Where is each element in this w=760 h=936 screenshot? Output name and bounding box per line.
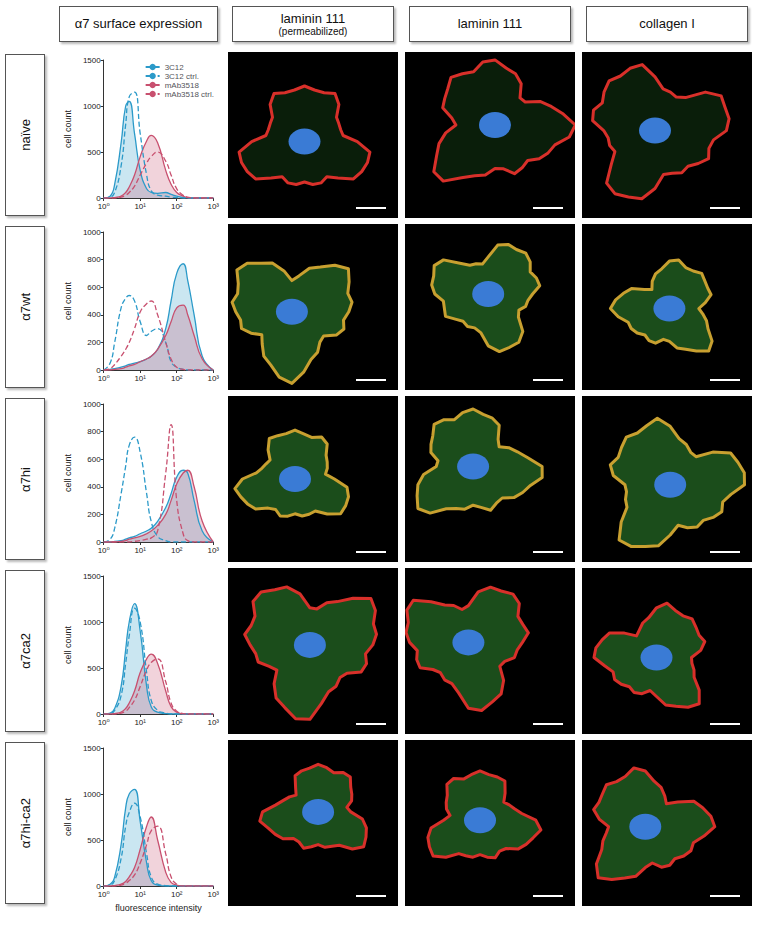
svg-text:1000: 1000 xyxy=(83,228,101,237)
svg-text:10¹: 10¹ xyxy=(134,890,146,899)
svg-text:200: 200 xyxy=(87,510,101,519)
html-text:(permeabilized): (permeabilized) xyxy=(278,25,348,37)
svg-text:400: 400 xyxy=(87,482,101,491)
svg-text:10¹: 10¹ xyxy=(134,202,146,211)
html-text:α7ca2: α7ca2 xyxy=(17,633,33,669)
svg-text:10⁰: 10⁰ xyxy=(98,546,110,555)
svg-text:mAb3518 ctrl.: mAb3518 ctrl. xyxy=(165,90,214,99)
svg-text:3C12 ctrl.: 3C12 ctrl. xyxy=(165,72,199,81)
svg-text:600: 600 xyxy=(87,455,101,464)
svg-text:1500: 1500 xyxy=(83,744,101,753)
svg-text:10¹: 10¹ xyxy=(134,546,146,555)
svg-text:1000: 1000 xyxy=(83,790,101,799)
svg-text:cell count: cell count xyxy=(63,109,73,148)
svg-text:600: 600 xyxy=(87,283,101,292)
svg-text:cell count: cell count xyxy=(63,797,73,836)
svg-text:cell count: cell count xyxy=(63,453,73,492)
svg-text:10⁰: 10⁰ xyxy=(98,718,110,727)
svg-text:0: 0 xyxy=(96,537,101,547)
svg-text:200: 200 xyxy=(87,338,101,347)
svg-text:10¹: 10¹ xyxy=(134,718,146,727)
svg-text:10²: 10² xyxy=(171,374,183,383)
html-text:naïve: naïve xyxy=(17,119,33,151)
svg-text:10⁰: 10⁰ xyxy=(98,374,110,383)
svg-text:800: 800 xyxy=(87,255,101,264)
svg-text:10⁰: 10⁰ xyxy=(98,890,110,899)
svg-text:10²: 10² xyxy=(171,546,183,555)
svg-text:800: 800 xyxy=(87,427,101,436)
html-text:collagen I: collagen I xyxy=(639,16,695,31)
svg-text:10³: 10³ xyxy=(207,374,219,383)
svg-text:cell count: cell count xyxy=(63,281,73,320)
svg-text:cell count: cell count xyxy=(63,625,73,664)
html-text:α7hi: α7hi xyxy=(17,466,33,492)
svg-text:0: 0 xyxy=(96,881,101,891)
svg-text:1500: 1500 xyxy=(83,572,101,581)
svg-text:10⁰: 10⁰ xyxy=(98,202,110,211)
svg-text:1500: 1500 xyxy=(83,56,101,65)
svg-text:10¹: 10¹ xyxy=(134,374,146,383)
svg-text:500: 500 xyxy=(87,148,101,157)
svg-text:10³: 10³ xyxy=(207,718,219,727)
svg-text:1000: 1000 xyxy=(83,618,101,627)
svg-text:10²: 10² xyxy=(171,718,183,727)
svg-text:1000: 1000 xyxy=(83,102,101,111)
svg-text:fluorescence intensity: fluorescence intensity xyxy=(115,903,202,913)
svg-text:500: 500 xyxy=(87,664,101,673)
svg-text:0: 0 xyxy=(96,709,101,719)
svg-text:mAb3518: mAb3518 xyxy=(165,81,200,90)
svg-text:500: 500 xyxy=(87,836,101,845)
svg-text:10²: 10² xyxy=(171,890,183,899)
html-text:laminin 111: laminin 111 xyxy=(457,16,523,31)
html-text:α7 surface expression: α7 surface expression xyxy=(74,16,203,31)
svg-text:1000: 1000 xyxy=(83,400,101,409)
svg-text:10³: 10³ xyxy=(207,202,219,211)
html-text:α7hi-ca2: α7hi-ca2 xyxy=(17,797,33,849)
svg-text:10³: 10³ xyxy=(207,546,219,555)
svg-text:0: 0 xyxy=(96,365,101,375)
svg-text:400: 400 xyxy=(87,310,101,319)
html-text:α7wt: α7wt xyxy=(17,293,33,321)
svg-text:10³: 10³ xyxy=(207,890,219,899)
svg-text:3C12: 3C12 xyxy=(165,63,185,72)
html-text:laminin 111: laminin 111 xyxy=(280,10,346,26)
svg-text:10²: 10² xyxy=(171,202,183,211)
svg-text:0: 0 xyxy=(96,193,101,203)
